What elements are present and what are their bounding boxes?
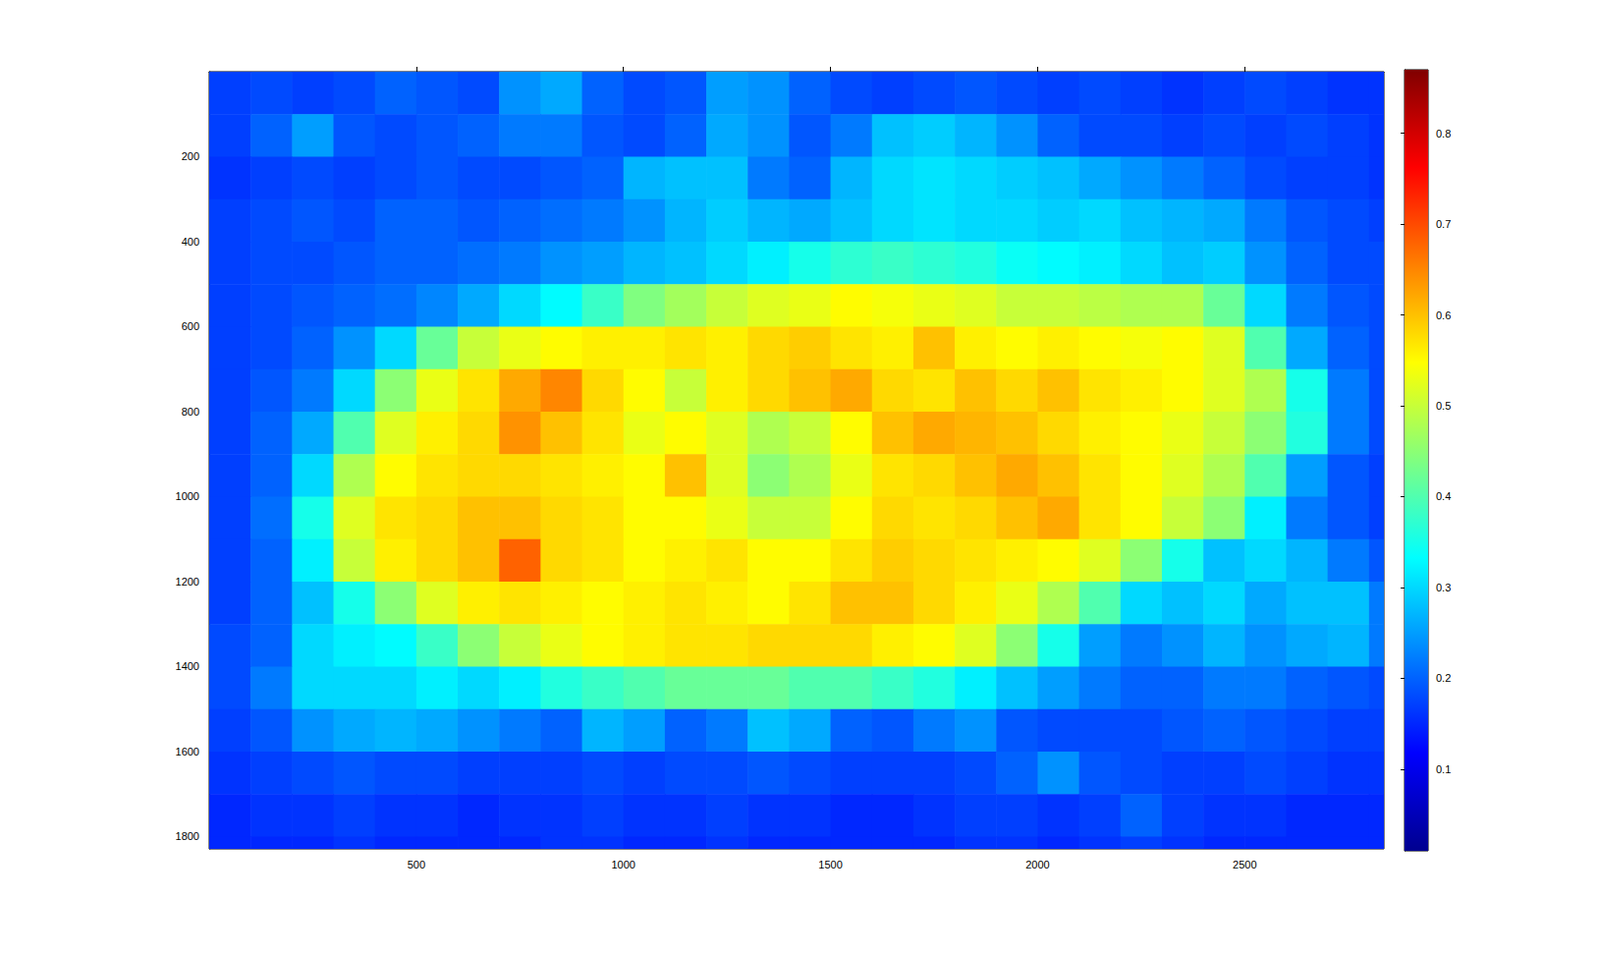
svg-text:0.6: 0.6 [1435, 309, 1451, 322]
svg-text:1400: 1400 [175, 660, 200, 672]
svg-text:1000: 1000 [610, 858, 635, 871]
svg-text:1000: 1000 [175, 490, 200, 502]
svg-text:0.7: 0.7 [1435, 218, 1451, 230]
svg-text:1200: 1200 [175, 575, 200, 588]
svg-text:1500: 1500 [818, 858, 842, 871]
svg-text:2500: 2500 [1232, 858, 1257, 871]
svg-text:0.2: 0.2 [1435, 671, 1451, 684]
svg-text:0.8: 0.8 [1435, 127, 1451, 140]
svg-text:1800: 1800 [175, 829, 200, 842]
svg-text:2000: 2000 [1025, 858, 1049, 871]
svg-text:0.5: 0.5 [1435, 399, 1451, 412]
svg-text:0.3: 0.3 [1435, 581, 1451, 594]
svg-text:200: 200 [181, 150, 200, 163]
svg-text:0.1: 0.1 [1435, 763, 1451, 775]
svg-text:0.4: 0.4 [1435, 490, 1451, 502]
svg-text:500: 500 [407, 858, 426, 871]
svg-text:800: 800 [181, 405, 200, 418]
svg-text:400: 400 [181, 235, 200, 248]
svg-text:1600: 1600 [175, 745, 200, 758]
svg-text:600: 600 [181, 320, 200, 332]
